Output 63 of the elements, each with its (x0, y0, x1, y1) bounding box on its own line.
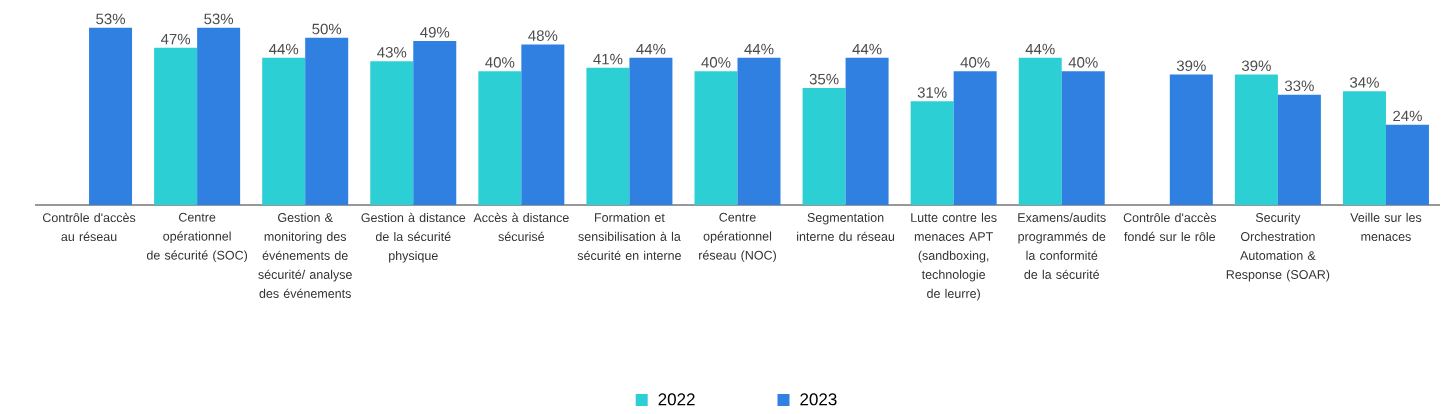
bar (1277, 94, 1321, 205)
data-label: 48% (528, 30, 558, 41)
legend-label: 2022 (658, 393, 695, 406)
data-label: 44% (636, 43, 666, 55)
x-tick-label: Formation et sensibilisation à la sécurité en interne (577, 212, 681, 260)
bar (802, 87, 846, 205)
x-tick-label: Veille sur les menaces (1350, 212, 1422, 241)
bar (629, 57, 673, 205)
data-label: 44% (744, 43, 774, 55)
x-tick-label: Accès à distance sécurisé (473, 212, 569, 242)
data-label: 41% (593, 53, 623, 65)
data-label: 53% (96, 13, 126, 25)
bar (197, 27, 241, 205)
bar (845, 57, 889, 205)
bar (1234, 74, 1278, 205)
bar (737, 57, 781, 205)
x-tick-label: Contrôle d'accès fondé sur le rôle (1123, 212, 1217, 242)
x-tick-label: Centre opérationnel de sécurité (SOC) (146, 212, 248, 263)
x-tick-label: Gestion & monitoring des événements de sécurité/ analyse des événements (258, 212, 352, 298)
bar (370, 61, 414, 205)
x-tick-label: Centre opérationnel réseau (NOC) (699, 212, 776, 263)
data-label: 53% (204, 13, 234, 25)
bar (478, 71, 522, 205)
data-label: 33% (1284, 80, 1314, 92)
bar (953, 71, 997, 205)
data-label: 44% (269, 43, 299, 55)
data-label: 35% (809, 73, 839, 85)
data-label: 40% (960, 57, 990, 68)
x-tick-label: Gestion à distance de la sécurité physique (361, 212, 466, 263)
x-tick-label: Examens/audits programmés de la conformité de la sécurité (1018, 212, 1106, 279)
data-label: 40% (1068, 57, 1098, 68)
data-label: 43% (377, 47, 407, 58)
bar (1018, 57, 1062, 205)
bar (1385, 124, 1429, 205)
x-tick-label: Contrôle d'accès au réseau (42, 212, 136, 242)
x-tick-label: Segmentation interne du réseau (797, 212, 895, 241)
bar (586, 67, 630, 205)
bar (262, 57, 306, 205)
data-label: 31% (917, 87, 947, 98)
data-label: 24% (1393, 110, 1422, 122)
bar (910, 101, 954, 205)
bar (1061, 71, 1105, 205)
x-tick-label: Lutte contre les menaces APT (sandboxing, technologie de leurre) (911, 212, 997, 301)
data-label: 40% (485, 57, 515, 68)
bar (1169, 74, 1213, 205)
data-label: 47% (160, 33, 191, 45)
bar (694, 71, 738, 205)
data-label: 44% (852, 43, 882, 55)
bar (413, 41, 457, 205)
bar (154, 47, 198, 205)
data-label: 39% (1241, 60, 1271, 72)
data-label: 39% (1176, 60, 1206, 72)
x-tick-label: Security Orchestration Automation & Response (SOAR) (1226, 212, 1330, 282)
bar (521, 44, 565, 205)
data-label: 44% (1025, 43, 1055, 55)
bar (89, 27, 133, 205)
legend-label: 2023 (800, 393, 837, 406)
bar (1342, 91, 1386, 205)
data-label: 40% (701, 57, 731, 68)
data-label: 50% (312, 23, 342, 35)
bar (305, 37, 349, 205)
data-label: 34% (1350, 77, 1379, 88)
data-label: 49% (420, 26, 450, 38)
